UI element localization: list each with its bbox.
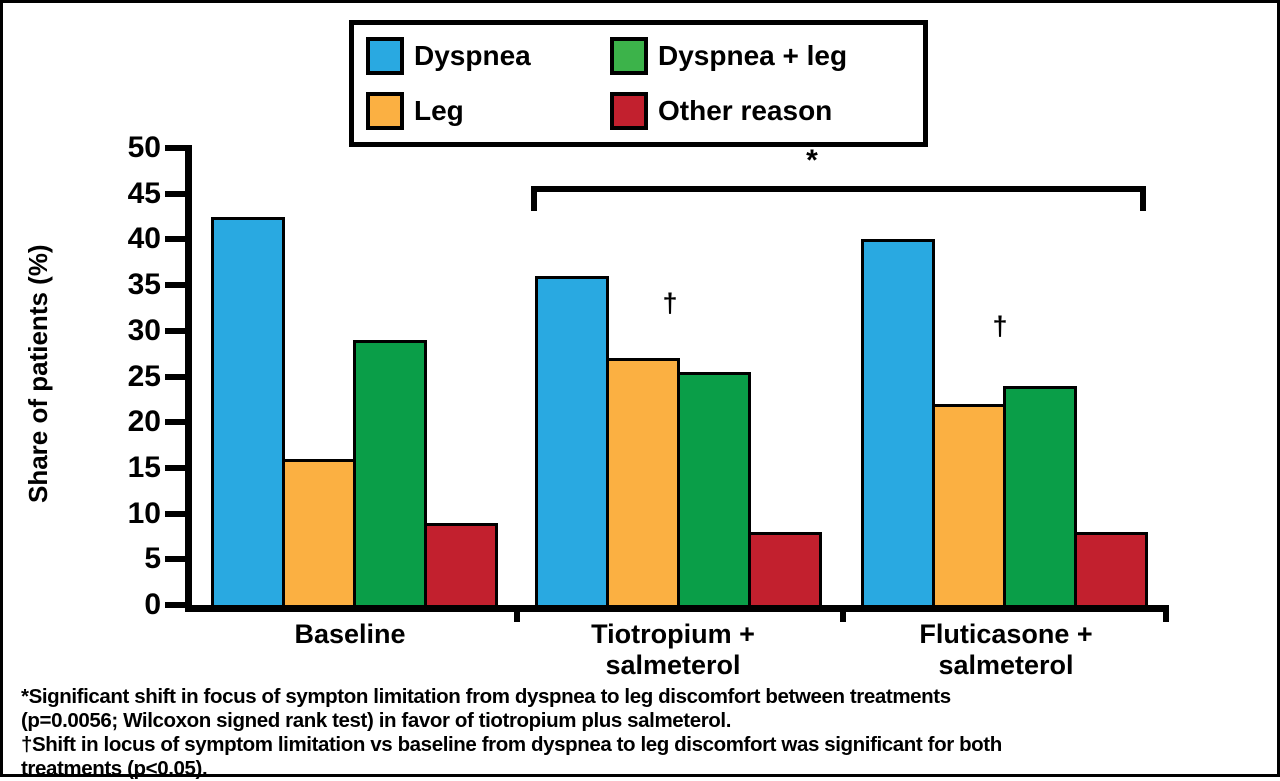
- legend-swatch-icon: [366, 37, 404, 76]
- dagger-annotation: †: [662, 288, 678, 318]
- y-axis-tick-label: 50: [127, 131, 161, 164]
- y-axis-tick-label: 25: [127, 359, 161, 393]
- footnotes: *Significant shift in focus of sympton l…: [21, 685, 1261, 781]
- legend-swatch-icon: [610, 37, 648, 76]
- legend-label: Dyspnea: [414, 40, 531, 72]
- bar-other-reason: [748, 532, 822, 608]
- y-axis-tick: [165, 464, 185, 471]
- chart-legend: Dyspnea Leg Dyspnea + leg Other reason: [349, 20, 928, 147]
- bracket-star-annotation: *: [806, 144, 818, 177]
- bracket-right-tick: [1140, 186, 1146, 211]
- category-label: Tiotropium + salmeterol: [591, 619, 755, 680]
- footnote-line: (p=0.0056; Wilcoxon signed rank test) in…: [21, 709, 732, 732]
- bracket-line: [531, 186, 1146, 192]
- y-axis-tick-label: 40: [127, 222, 161, 256]
- bar-dyspnea: [535, 276, 609, 608]
- bar-dyspnea-leg: [1003, 386, 1077, 608]
- y-axis-tick: [165, 145, 185, 151]
- legend-item: Dyspnea + leg: [610, 37, 923, 76]
- y-axis-line: [185, 145, 192, 612]
- category-label: Fluticasone + salmeterol: [919, 619, 1093, 680]
- y-axis-tick-label: 45: [127, 176, 161, 210]
- y-axis-tick-label: 5: [144, 542, 161, 576]
- footnote-line: †Shift in locus of symptom limitation vs…: [21, 733, 1002, 756]
- y-axis-title: Share of patients (%): [23, 244, 53, 503]
- y-axis-tick: [165, 236, 185, 243]
- x-axis-tick: [1163, 605, 1169, 622]
- dagger-annotation: †: [992, 311, 1008, 341]
- y-axis-tick: [165, 556, 185, 563]
- bar-leg: [606, 358, 680, 608]
- bar-other-reason: [424, 523, 498, 608]
- y-axis-tick-label: 30: [127, 313, 161, 347]
- legend-label: Leg: [414, 94, 464, 126]
- footnote-line: treatments (p<0.05).: [21, 757, 208, 780]
- y-axis-tick-label: 0: [144, 588, 161, 621]
- legend-item: Other reason: [610, 91, 923, 130]
- bracket-left-tick: [531, 186, 537, 211]
- footnote-line: *Significant shift in focus of sympton l…: [21, 685, 951, 708]
- bar-dyspnea-leg: [677, 372, 751, 608]
- y-axis-tick: [165, 327, 185, 334]
- legend-swatch-icon: [610, 91, 648, 130]
- legend-item: Leg: [366, 91, 610, 130]
- legend-item: Dyspnea: [366, 37, 610, 76]
- y-axis-tick-label: 20: [127, 405, 161, 439]
- category-label: Baseline: [294, 619, 406, 649]
- y-axis-tick-label: 10: [127, 496, 161, 530]
- y-axis-tick-label: 35: [127, 268, 161, 302]
- bar-dyspnea-leg: [353, 340, 427, 608]
- x-axis-tick: [840, 605, 846, 622]
- y-axis-tick: [165, 282, 185, 289]
- y-axis-tick-label: 15: [127, 450, 161, 484]
- legend-label: Dyspnea + leg: [658, 40, 848, 72]
- bar-dyspnea: [211, 217, 285, 608]
- bar-other-reason: [1074, 532, 1148, 608]
- x-axis-line: [185, 605, 1166, 612]
- x-axis-tick: [514, 605, 520, 622]
- bar-dyspnea: [861, 239, 935, 608]
- y-axis-tick: [165, 373, 185, 380]
- y-axis-tick: [165, 190, 185, 197]
- legend-label: Other reason: [658, 94, 833, 126]
- bar-leg: [932, 404, 1006, 608]
- bar-leg: [282, 459, 356, 608]
- y-axis-tick: [165, 419, 185, 426]
- y-axis-tick: [165, 602, 185, 608]
- y-axis-tick: [165, 510, 185, 517]
- legend-swatch-icon: [366, 91, 404, 130]
